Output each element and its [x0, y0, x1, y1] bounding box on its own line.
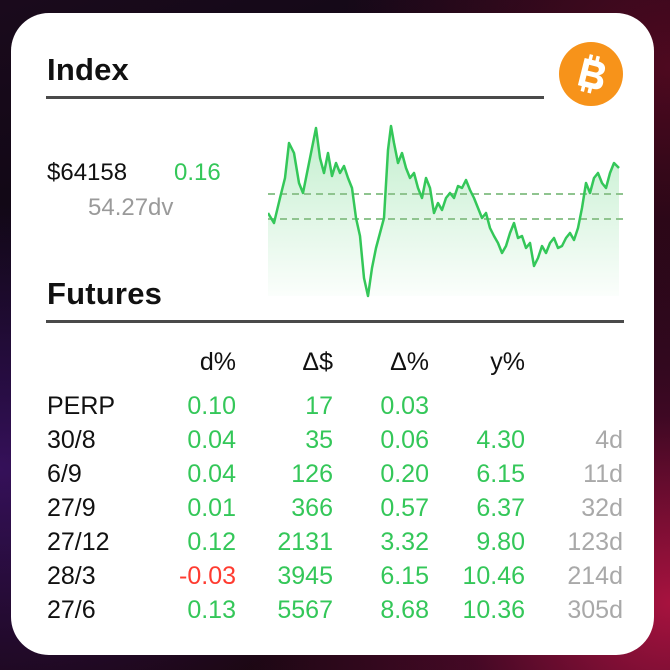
index-change: 0.16: [174, 159, 221, 186]
row-delta-pct: 8.68: [380, 596, 429, 624]
bitcoin-logo-icon: [559, 42, 623, 106]
row-label: 28/3: [47, 562, 96, 590]
row-label: PERP: [47, 392, 116, 420]
index-dvol: 54.27dv: [88, 194, 174, 221]
row-delta-pct: 0.03: [380, 392, 429, 420]
row-yield-pct: 9.80: [476, 528, 525, 556]
header-yield-pct: y%: [490, 348, 525, 376]
row-days-to-expiry: 123d: [567, 528, 623, 556]
header-delta-pct: Δ%: [390, 348, 429, 376]
row-days-to-expiry: 32d: [581, 494, 623, 522]
row-yield-pct: 4.30: [476, 426, 525, 454]
row-label: 27/9: [47, 494, 96, 522]
row-delta-pct: 0.20: [380, 460, 429, 488]
row-delta-usd: 35: [305, 426, 333, 454]
index-price: $64158: [47, 159, 128, 186]
row-days-to-expiry: 305d: [567, 596, 623, 624]
sparkline-line: [268, 124, 620, 298]
widget-card[interactable]: [11, 13, 654, 655]
futures-divider: [46, 320, 624, 323]
row-d-pct: 0.13: [187, 596, 236, 624]
row-delta-pct: 0.57: [380, 494, 429, 522]
row-label: 30/8: [47, 426, 96, 454]
row-label: 27/12: [47, 528, 110, 556]
row-d-pct: 0.04: [187, 460, 236, 488]
row-days-to-expiry: 11d: [583, 460, 623, 488]
futures-title: Futures: [47, 276, 163, 311]
row-delta-usd: 2131: [277, 528, 333, 556]
index-title: Index: [47, 52, 129, 87]
row-delta-pct: 6.15: [380, 562, 429, 590]
row-yield-pct: 6.15: [476, 460, 525, 488]
row-yield-pct: 10.46: [462, 562, 525, 590]
header-d-pct: d%: [199, 348, 236, 376]
row-days-to-expiry: 4d: [595, 426, 623, 454]
price-sparkline: [268, 124, 623, 298]
row-delta-usd: 3945: [277, 562, 333, 590]
row-d-pct: 0.12: [187, 528, 236, 556]
row-d-pct: 0.01: [187, 494, 236, 522]
row-delta-usd: 366: [291, 494, 333, 522]
index-divider: [46, 96, 544, 99]
row-delta-usd: 17: [305, 392, 333, 420]
row-delta-usd: 5567: [277, 596, 333, 624]
row-delta-pct: 0.06: [380, 426, 429, 454]
row-delta-pct: 3.32: [380, 528, 429, 556]
row-yield-pct: 10.36: [462, 596, 525, 624]
row-label: 6/9: [47, 460, 82, 488]
sparkline-area: [268, 126, 619, 296]
row-days-to-expiry: 214d: [567, 562, 623, 590]
row-d-pct: 0.04: [187, 426, 236, 454]
row-d-pct: 0.10: [187, 392, 236, 420]
row-yield-pct: 6.37: [476, 494, 525, 522]
row-label: 27/6: [47, 596, 96, 624]
row-delta-usd: 126: [291, 460, 333, 488]
header-delta-usd: Δ$: [302, 348, 333, 376]
row-d-pct: -0.03: [179, 562, 236, 590]
